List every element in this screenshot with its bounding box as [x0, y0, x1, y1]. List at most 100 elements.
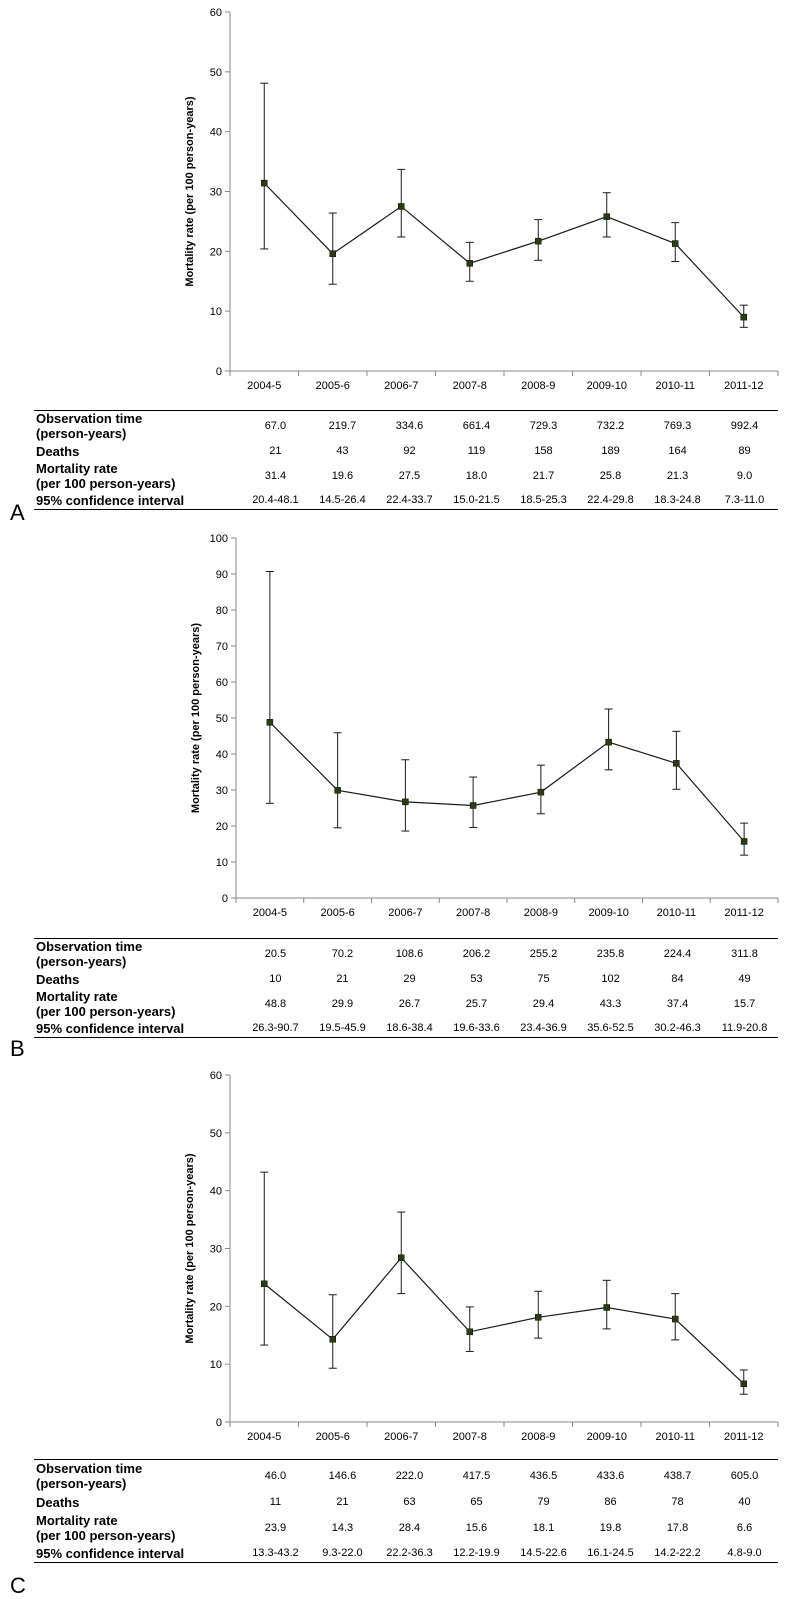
table-row-label-line: Deaths: [36, 443, 80, 459]
table-row: Observation time (person-years) 46.0 146.6 2…: [34, 1460, 778, 1492]
table-row: Deaths 11 21 63 65 79 86 78 40: [34, 1492, 778, 1512]
table-row-label-line: Observation time: [36, 411, 143, 426]
series-line: [263, 1256, 745, 1385]
table-cell: 18.5-25.3: [520, 494, 567, 506]
table-cell: 18.1: [532, 1522, 555, 1534]
line-chart-a: 0 10 20 30 40 50 60 2004-5 2005-6 2006-7 2007-8 200…: [184, 7, 779, 392]
table-cell: 7.3-11.0: [724, 494, 765, 506]
table-cell: 31.4: [264, 470, 287, 482]
table-row: Mortality rate (per 100 person-years) 31.4…: [34, 461, 778, 491]
x-tick-label-2011-12: 2011-12: [724, 1431, 764, 1443]
table-cell: 433.6: [596, 1470, 625, 1482]
y-tick-label-0: 0: [216, 1417, 222, 1429]
table-row-label-line: Observation time: [36, 939, 143, 954]
y-tick-label-70: 70: [216, 641, 228, 653]
table-cell: 219.7: [328, 420, 357, 432]
table-cell: 46.0: [264, 1470, 287, 1482]
table-cell: 15.7: [733, 998, 756, 1010]
table-cell: 224.4: [663, 948, 692, 960]
x-tick-label-2004-5: 2004-5: [247, 380, 281, 392]
table-row-label: 95% confidence interval: [34, 1021, 242, 1036]
table-cell: 16.1-24.5: [587, 1547, 634, 1559]
table-cell: 35.6-52.5: [587, 1022, 634, 1034]
x-tick-label-2006-7: 2006-7: [388, 907, 422, 919]
table-cell: 79: [537, 1496, 550, 1508]
table-cell: 26.7: [398, 998, 421, 1010]
data-point-2004-5: [266, 719, 274, 726]
x-tick-label-2008-9: 2008-9: [524, 907, 558, 919]
table-cell: 40: [738, 1496, 751, 1508]
table-cell: 92: [403, 445, 416, 457]
table-row-label-line: (per 100 person-years): [36, 476, 176, 491]
y-tick-label-50: 50: [216, 713, 228, 725]
table-row-label: Observation time (person-years): [34, 939, 242, 969]
y-tick-label-80: 80: [216, 605, 228, 617]
data-point-2004-5: [261, 179, 268, 187]
y-tick-label-50: 50: [210, 1128, 222, 1140]
table-row-label: Deaths: [34, 444, 242, 459]
data-point-2011-12: [740, 313, 747, 321]
x-tick-label-2010-11: 2010-11: [657, 907, 697, 919]
x-tick-label-2005-6: 2005-6: [316, 380, 350, 392]
table-cell: 18.0: [465, 470, 488, 482]
table-row-label-line: Mortality rate: [36, 1513, 118, 1528]
x-tick-label-2009-10: 2009-10: [587, 1431, 627, 1443]
table-cell: 49: [738, 973, 751, 985]
table-row-label: 95% confidence interval: [34, 493, 242, 508]
table-cell: 65: [470, 1496, 483, 1508]
table-cell: 63: [403, 1496, 416, 1508]
table-cell: 334.6: [395, 420, 424, 432]
table-cell: 23.4-36.9: [520, 1022, 567, 1034]
x-tick-label-2011-12: 2011-12: [724, 907, 764, 919]
table-cell: 222.0: [395, 1470, 424, 1482]
data-point-2007-8: [466, 1328, 473, 1336]
chart-panel-c: 0 10 20 30 40 50 60 2004-5 2005-6 2006-7 2007-8 200…: [0, 1065, 798, 1599]
table-cell: 43.3: [599, 998, 622, 1010]
table-row: Observation time (person-years) 67.0 219.7 3…: [34, 411, 778, 441]
series-line: [269, 721, 745, 842]
table-row-label-line: Deaths: [36, 1494, 80, 1510]
table-row-label-line: (per 100 person-years): [36, 1004, 176, 1019]
y-tick-label-20: 20: [210, 1301, 222, 1313]
y-tick-label-30: 30: [210, 1244, 222, 1256]
y-axis-label: Mortality rate (per 100 person-years): [190, 623, 202, 813]
data-table-b: Observation time (person-years) 20.5 70.2 10…: [34, 938, 778, 1038]
table-cell: 70.2: [331, 948, 354, 960]
y-tick-label-60: 60: [216, 677, 228, 689]
x-tick-label-2006-7: 2006-7: [384, 1431, 418, 1443]
table-cell: 189: [601, 445, 620, 457]
table-cell: 19.6-33.6: [453, 1022, 500, 1034]
table-cell: 661.4: [462, 420, 491, 432]
y-tick-label-20: 20: [210, 246, 222, 258]
data-table-a: Observation time (person-years) 67.0 219.7 3…: [34, 410, 778, 510]
x-tick-label-2010-11: 2010-11: [655, 380, 695, 392]
y-tick-label-40: 40: [216, 749, 228, 761]
y-tick-label-0: 0: [216, 366, 222, 378]
table-cell: 158: [534, 445, 553, 457]
x-tick-label-2007-8: 2007-8: [456, 907, 490, 919]
y-axis-label: Mortality rate (per 100 person-years): [184, 1153, 196, 1343]
table-cell: 22.4-33.7: [386, 494, 433, 506]
y-tick-label-40: 40: [210, 127, 222, 139]
data-point-2006-7: [398, 203, 405, 210]
table-row: Deaths 10 21 29 53 75 102 84 49: [34, 969, 778, 989]
table-row-label: 95% confidence interval: [34, 1546, 242, 1561]
x-tick-label-2008-9: 2008-9: [521, 380, 555, 392]
x-tick-label-2005-6: 2005-6: [316, 1431, 350, 1443]
table-cell: 235.8: [596, 948, 625, 960]
table-cell: 14.3: [331, 1522, 354, 1534]
table-cell: 75: [537, 973, 550, 985]
data-point-2010-11: [672, 240, 679, 247]
data-point-2009-10: [603, 1304, 610, 1311]
table-cell: 19.5-45.9: [319, 1022, 366, 1034]
y-tick-label-60: 60: [210, 7, 222, 19]
table-cell: 14.5-26.4: [319, 494, 366, 506]
table-cell: 769.3: [663, 420, 692, 432]
y-tick-label-10: 10: [210, 1359, 222, 1371]
table-row-label-line: (person-years): [36, 954, 127, 969]
x-tick-label-2011-12: 2011-12: [724, 380, 764, 392]
table-cell: 18.3-24.8: [654, 494, 701, 506]
table-cell: 43: [336, 445, 349, 457]
table-cell: 21.3: [666, 470, 689, 482]
table-cell: 11.9-20.8: [721, 1022, 768, 1034]
